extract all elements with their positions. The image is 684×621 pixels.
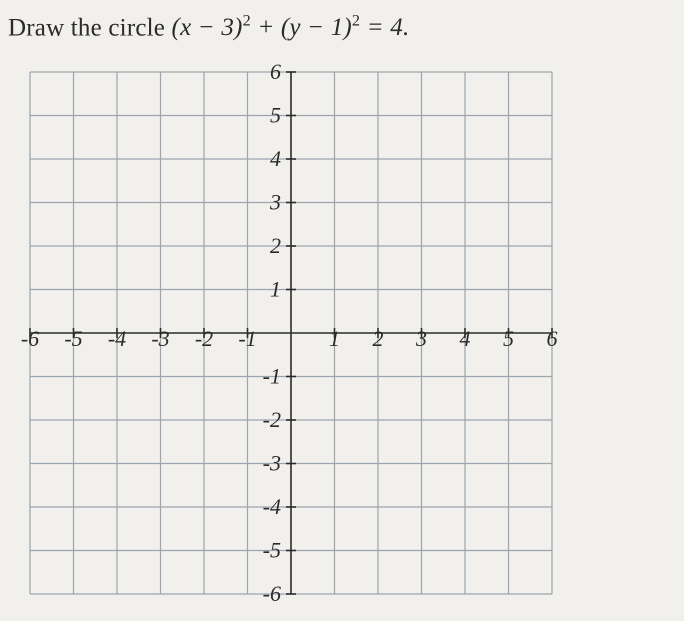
x-tick-label: 2 bbox=[373, 326, 384, 351]
coordinate-grid: -6 -5 -4 -3 -2 -1 1 2 3 4 5 6 6 5 4 3 2 1 -1 -2 -3 -4 -5 -6 bbox=[10, 48, 570, 608]
y-tick-label: 2 bbox=[270, 233, 281, 258]
x-tick-label: 3 bbox=[415, 326, 427, 351]
x-tick-label: 4 bbox=[460, 326, 471, 351]
x-tick-label: -4 bbox=[108, 326, 126, 351]
problem-prompt: Draw the circle (x − 3)2 + (y − 1)2 = 4. bbox=[8, 12, 409, 42]
y-tick-label: -1 bbox=[263, 364, 281, 389]
x-tick-label: -3 bbox=[151, 326, 169, 351]
x-tick-label: -6 bbox=[21, 326, 39, 351]
x-tick-label: -2 bbox=[195, 326, 213, 351]
y-tick-label: -4 bbox=[263, 494, 281, 519]
y-tick-label: -6 bbox=[263, 581, 281, 606]
y-tick-label: -3 bbox=[263, 451, 281, 476]
y-tick-label: -2 bbox=[263, 407, 281, 432]
y-tick-label: 4 bbox=[270, 146, 281, 171]
x-tick-label: 1 bbox=[329, 326, 340, 351]
y-tick-label: 5 bbox=[270, 103, 281, 128]
x-tick-label: -5 bbox=[64, 326, 82, 351]
y-tick-label: -5 bbox=[263, 538, 281, 563]
y-tick-label: 1 bbox=[270, 277, 281, 302]
x-tick-label: -1 bbox=[238, 326, 256, 351]
y-tick-label: 6 bbox=[270, 59, 281, 84]
x-tick-label: 6 bbox=[547, 326, 558, 351]
prompt-prefix: Draw the circle bbox=[8, 14, 172, 41]
x-tick-label: 5 bbox=[503, 326, 514, 351]
y-tick-label: 3 bbox=[269, 190, 281, 215]
